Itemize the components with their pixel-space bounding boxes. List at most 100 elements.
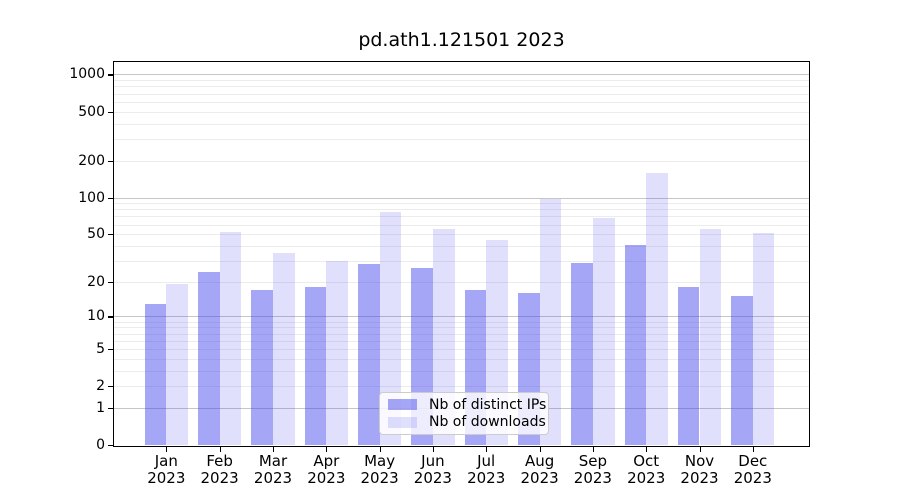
year-label: 2023 (733, 469, 772, 487)
month-label: Aug (524, 452, 555, 470)
bar-downloads (752, 233, 775, 445)
bar-downloads (326, 260, 348, 445)
y-tick (108, 111, 113, 113)
minor-gridline (113, 216, 810, 218)
major-gridline (113, 197, 810, 199)
y-tick (108, 316, 113, 318)
y-tick (108, 74, 113, 76)
minor-gridline (113, 321, 810, 323)
y-tick (108, 386, 113, 388)
x-tick (326, 447, 328, 452)
x-tick (486, 447, 488, 452)
x-tick (592, 447, 595, 452)
bar-distinct-ips (304, 287, 327, 445)
x-tick-label: Mar 2023 (243, 453, 303, 487)
month-label: Jan (154, 452, 178, 470)
bar-distinct-ips (144, 303, 167, 445)
x-tick-label: Aug 2023 (510, 453, 570, 487)
y-tick-label: 500 (78, 103, 105, 120)
minor-gridline (113, 80, 810, 82)
x-tick-label: Jul 2023 (456, 453, 516, 487)
year-label: 2023 (467, 469, 506, 487)
bar-downloads (219, 232, 242, 445)
legend-item: Nb of distinct IPs (388, 397, 546, 413)
x-tick (219, 447, 221, 452)
y-tick-label: 200 (78, 152, 105, 169)
month-label: Dec (738, 452, 768, 470)
x-tick-label: Apr 2023 (296, 453, 356, 487)
bar-downloads (699, 229, 722, 445)
x-tick-label: Dec 2023 (723, 453, 783, 487)
bar-distinct-ips (251, 290, 273, 445)
bar-distinct-ips (624, 244, 647, 445)
month-label: Jun (421, 452, 445, 470)
chart-title: pd.ath1.121501 2023 (358, 29, 565, 51)
x-tick-label: Nov 2023 (670, 453, 730, 487)
minor-gridline (113, 281, 810, 283)
x-tick (166, 447, 168, 452)
minor-gridline (113, 203, 810, 205)
minor-gridline (113, 370, 810, 372)
month-label: Feb (206, 452, 233, 470)
year-label: 2023 (520, 469, 559, 487)
minor-gridline (113, 224, 810, 226)
month-label: Mar (258, 452, 288, 470)
x-tick (539, 447, 541, 452)
month-label: Jul (477, 452, 496, 470)
legend-label: Nb of downloads (429, 414, 546, 431)
minor-gridline (113, 358, 810, 360)
x-tick (646, 447, 648, 452)
y-tick (108, 234, 113, 236)
minor-gridline (113, 93, 810, 95)
year-label: 2023 (253, 469, 293, 487)
year-label: 2023 (573, 469, 612, 487)
year-label: 2023 (680, 469, 719, 487)
bar-downloads (273, 252, 295, 445)
month-label: Apr (313, 452, 340, 470)
y-tick-label: 1 (96, 399, 105, 416)
minor-gridline (113, 333, 810, 335)
y-tick (108, 281, 113, 283)
year-label: 2023 (147, 469, 186, 487)
x-tick-label: Feb 2023 (190, 453, 250, 487)
y-tick (108, 348, 113, 351)
legend: Nb of distinct IPs Nb of downloads (379, 392, 549, 435)
x-tick-label: May 2023 (350, 453, 410, 487)
year-label: 2023 (413, 469, 452, 487)
legend-item: Nb of downloads (388, 414, 546, 430)
legend-swatch-downloads (388, 416, 417, 428)
minor-gridline (113, 348, 810, 350)
minor-gridline (113, 123, 810, 125)
y-tick-label: 5 (96, 340, 105, 357)
minor-gridline (113, 86, 810, 88)
x-tick (273, 447, 275, 452)
bar-downloads (539, 199, 562, 445)
bar-downloads (432, 229, 455, 445)
minor-gridline (113, 209, 810, 211)
minor-gridline (113, 327, 810, 329)
x-tick-label: Sep 2023 (563, 453, 623, 487)
minor-gridline (113, 340, 810, 342)
x-tick-label: Jun 2023 (403, 453, 463, 487)
bar-distinct-ips (357, 264, 380, 445)
y-tick (108, 160, 113, 162)
minor-gridline (113, 260, 810, 262)
x-tick (752, 447, 754, 452)
y-tick-label: 0 (96, 437, 105, 453)
minor-gridline (113, 234, 810, 236)
x-tick-label: Oct 2023 (616, 453, 676, 487)
y-tick-label: 2 (96, 378, 105, 395)
y-tick (108, 197, 113, 199)
major-gridline (113, 74, 810, 76)
x-tick-label: Jan 2023 (136, 453, 196, 487)
year-label: 2023 (627, 469, 666, 487)
bar-downloads (166, 284, 188, 445)
x-tick (699, 447, 701, 452)
minor-gridline (113, 101, 810, 103)
y-tick (108, 407, 113, 409)
minor-gridline (113, 245, 810, 247)
month-label: May (364, 452, 396, 470)
year-label: 2023 (200, 469, 239, 487)
y-tick-label: 20 (87, 273, 105, 290)
month-label: Oct (633, 452, 660, 470)
